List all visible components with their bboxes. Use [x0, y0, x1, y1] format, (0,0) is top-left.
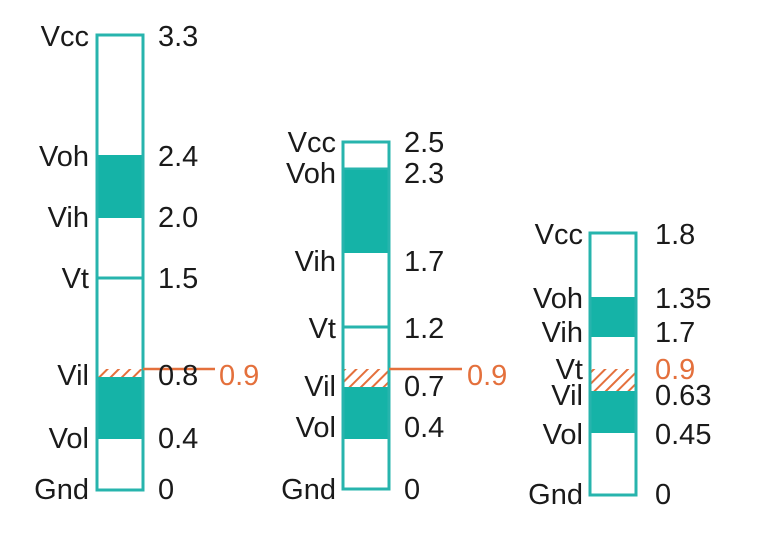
level-value: 2.3	[404, 158, 444, 190]
column-1v8: Vcc 1.8 Voh 1.35 Vih 1.7 Vt 0.9 Vil 0.63…	[528, 219, 711, 511]
level-value: 0	[158, 474, 174, 506]
column-3v3-low-band	[98, 377, 142, 439]
level-name: Vil	[57, 360, 89, 392]
level-value: 0.4	[158, 423, 198, 455]
level-name: Gnd	[34, 474, 89, 506]
level-name: Vt	[556, 354, 583, 386]
level-name: Vt	[309, 313, 336, 345]
level-name: Vcc	[288, 127, 336, 159]
level-name: Vih	[295, 246, 336, 278]
level-name: Vil	[304, 371, 336, 403]
column-2v5-hatch-zone	[344, 369, 388, 387]
level-name: Vol	[49, 423, 89, 455]
level-value: 3.3	[158, 21, 198, 53]
level-name: Vih	[542, 317, 583, 349]
level-value: 2.0	[158, 202, 198, 234]
level-name: Gnd	[528, 479, 583, 511]
column-3v3-hatch-zone	[98, 369, 142, 377]
level-name: Voh	[286, 158, 336, 190]
level-name: Vil	[551, 380, 583, 412]
threshold-value: 0.9	[219, 360, 259, 392]
level-name: Vcc	[535, 219, 583, 251]
column-2v5-low-band	[344, 387, 388, 439]
column-2v5: Vcc 2.5 Voh 2.3 Vih 1.7 Vt 1.2 Vil 0.7 V…	[281, 127, 507, 506]
level-value: 0.45	[655, 419, 711, 451]
level-value: 1.5	[158, 263, 198, 295]
level-value: 0	[655, 479, 671, 511]
level-value: 2.5	[404, 127, 444, 159]
level-name: Voh	[39, 141, 89, 173]
level-name: Voh	[533, 283, 583, 315]
level-value: 2.4	[158, 141, 198, 173]
level-value: 0	[404, 474, 420, 506]
level-value: 0.7	[404, 371, 444, 403]
level-name: Vih	[48, 202, 89, 234]
column-1v8-hatch-zone	[591, 369, 635, 391]
column-3v3: Vcc 3.3 Voh 2.4 Vih 2.0 Vt 1.5 Vil 0.8 V…	[34, 21, 259, 506]
level-value: 1.35	[655, 283, 711, 315]
threshold-value: 0.9	[467, 360, 507, 392]
level-value: 1.8	[655, 219, 695, 251]
column-1v8-bar	[588, 231, 638, 497]
column-2v5-high-band	[344, 170, 388, 253]
level-name: Vt	[62, 263, 89, 295]
level-value: 0.63	[655, 380, 711, 412]
level-name: Vol	[543, 419, 583, 451]
level-value: 1.7	[404, 246, 444, 278]
column-3v3-high-band	[98, 155, 142, 218]
level-value: 1.2	[404, 313, 444, 345]
level-value: 0.4	[404, 412, 444, 444]
level-value: 0.9	[655, 354, 695, 386]
level-value: 0.8	[158, 360, 198, 392]
level-name: Vcc	[41, 21, 89, 53]
level-name: Vol	[296, 412, 336, 444]
column-1v8-high-band	[591, 297, 635, 337]
level-value: 1.7	[655, 317, 695, 349]
column-1v8-low-band	[591, 391, 635, 433]
level-name: Gnd	[281, 474, 336, 506]
